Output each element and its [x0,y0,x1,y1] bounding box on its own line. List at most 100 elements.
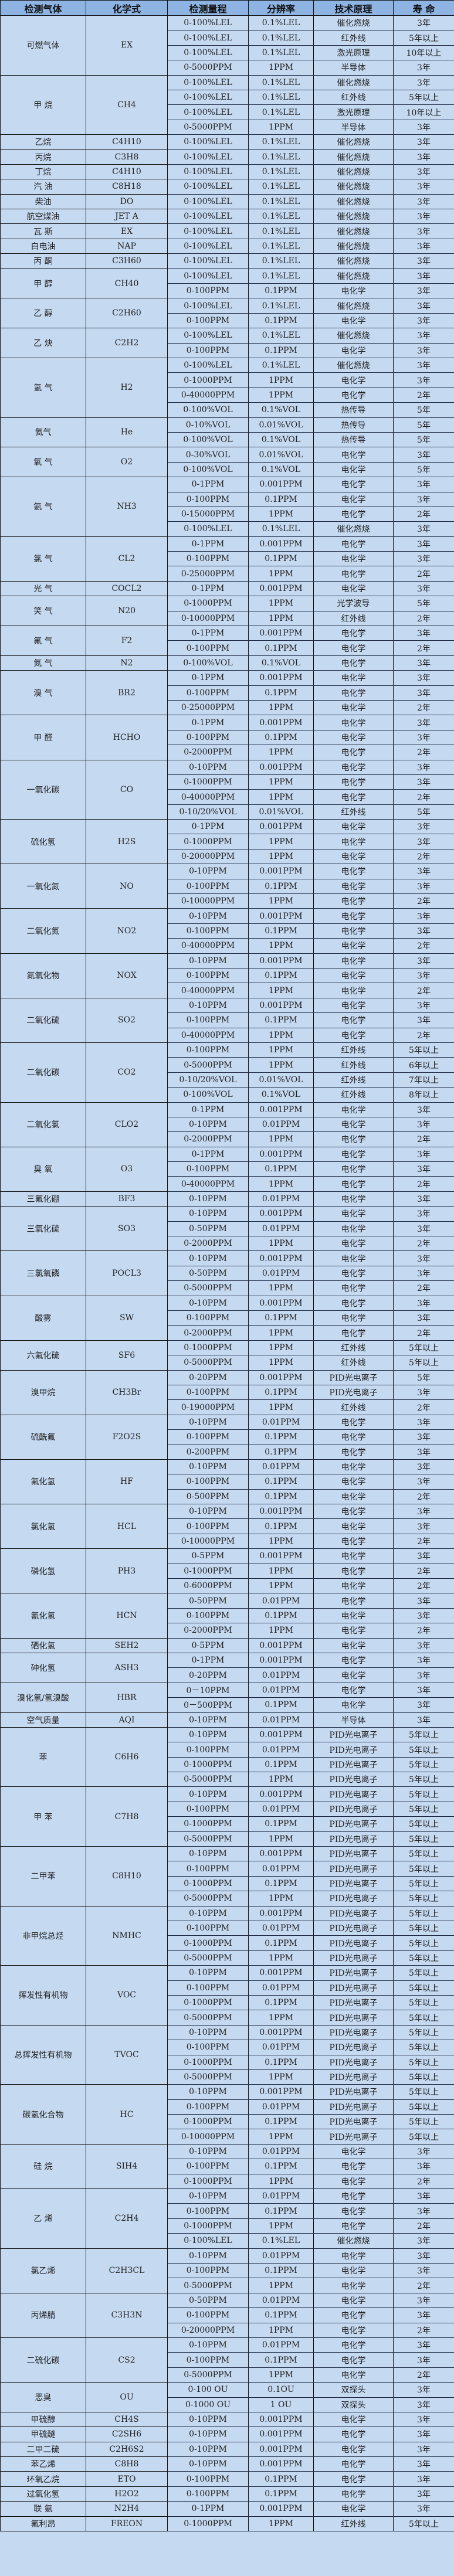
formula-cell: CO [86,759,168,820]
gas-name-cell: 柴油 [0,193,86,210]
lifespan-cell: 3年 [393,2159,454,2174]
lifespan-cell: 3年 [393,164,454,180]
lifespan-cell: 5年 [393,461,454,478]
range-cell: 0-100%LEL [167,2233,249,2249]
resolution-cell: 0.01PPM [248,1712,314,1728]
gas-name-cell: 二硫化碳 [0,2337,86,2383]
formula-cell: C4H10 [86,164,168,180]
formula-cell: ETO [86,2471,168,2487]
principle-cell: PID光电离子 [313,2129,394,2145]
lifespan-cell: 5年以上 [393,1861,454,1877]
range-cell: 0-5000PPM [167,1891,249,1906]
formula-cell: O2 [86,447,168,478]
principle-cell: 电化学 [313,1623,394,1639]
resolution-cell: 0.01PPM [248,2099,314,2115]
principle-cell: 电化学 [313,2159,394,2174]
formula-cell: N20 [86,596,168,627]
principle-cell: 红外线 [313,1087,394,1103]
principle-cell: 电化学 [313,938,394,954]
principle-cell: 电化学 [313,2143,394,2160]
table-row: 0-1000PPM 1PPM 电化学 2年 [1,1563,454,1579]
lifespan-cell: 5年以上 [393,2114,454,2130]
gas-name-cell: 苯 [0,1727,86,1787]
range-cell: 0-100PPM [167,1310,249,1326]
lifespan-cell: 3年 [393,580,454,597]
range-cell: 0-100PPM [167,2099,249,2115]
range-cell: 0-10PPM [167,2024,249,2041]
gas-name-cell: 笑 气 [0,596,86,627]
table-row: 0-100PPM 0.01PPM PID光电离子 5年以上 [1,2099,454,2115]
lifespan-cell: 2年 [393,1399,454,1415]
table-row: 0-100PPM 0.1PPM 电化学 2年 [1,640,454,656]
range-cell: 0-100PPM [167,2486,249,2502]
lifespan-cell: 5年以上 [393,2024,454,2041]
lifespan-cell: 5年以上 [393,2069,454,2085]
lifespan-cell: 3年 [393,1712,454,1728]
principle-cell: 电化学 [313,699,394,716]
lifespan-cell: 3年 [393,715,454,730]
resolution-cell: 0.1%LEL [248,357,314,373]
resolution-cell: 1 OU [248,2397,314,2412]
lifespan-cell: 2年 [393,1280,454,1296]
resolution-cell: 0.01PPM [248,2040,314,2055]
range-cell: 0-10/20%VOL [167,804,249,820]
resolution-cell: 0.1%LEL [248,223,314,239]
resolution-cell: 1PPM [248,610,314,627]
formula-cell: NO2 [86,908,168,954]
gas-name-cell: 过氧化氢 [0,2486,86,2502]
table-row: 二氧化氮 NO2 0-10PPM 0.001PPM 电化学 3年 [0,908,454,954]
table-row: 硫酰氟 F2O2S 0-10PPM 0.01PPM 电化学 3年 [0,1414,454,1460]
principle-cell: 催化燃烧 [313,238,394,254]
range-cell: 0-100%VOL [167,431,249,448]
table-row: 氨 气 NH3 0-1PPM 0.001PPM 电化学 3年 [0,477,454,537]
range-cell: 0-1000PPM [167,1816,249,1832]
gas-name-cell: 氰化氢 [0,1593,86,1639]
formula-cell: HCHO [86,715,168,760]
table-row: 联 氨 N2H4 0-1PPM 0.001PPM 电化学 3年 [0,2501,454,2517]
range-cell: 0-100PPM [167,1801,249,1817]
formula-cell: N2H4 [86,2501,168,2517]
resolution-cell: 0.001PPM [248,997,314,1014]
principle-cell: PID光电离子 [313,2084,394,2100]
table-row: 0-1000PPM 0.1PPM PID光电离子 5年以上 [1,2114,454,2130]
lifespan-cell: 3年 [393,60,454,76]
principle-cell: 电化学 [313,774,394,790]
table-row: 0-100PPM 0.01PPM PID光电离子 5年以上 [1,1801,454,1817]
range-cell: 0-10PPM [167,1965,249,1981]
resolution-cell: 1PPM [248,2367,314,2383]
resolution-cell: 0.001PPM [248,1965,314,1981]
formula-cell: CH4 [86,74,168,135]
principle-cell: PID光电离子 [313,1786,394,1802]
principle-cell: 激光原理 [313,104,394,120]
table-row: 二硫化碳 CS2 0-10PPM 0.01PPM 电化学 3年 [0,2337,454,2383]
lifespan-cell: 3年 [393,2143,454,2160]
range-cell: 0-100PPM [167,342,249,358]
lifespan-cell: 3年 [393,1652,454,1668]
lifespan-cell: 2年 [393,2173,454,2190]
resolution-cell: 0.001PPM [248,536,314,552]
lifespan-cell: 5年以上 [393,2516,454,2532]
table-row: 乙 醇 C2H60 0-100%LEL 0.1%LEL 催化燃烧 3年 [0,298,454,329]
principle-cell: 电化学 [313,1146,394,1163]
resolution-cell: 1PPM [248,1236,314,1252]
resolution-cell: 1PPM [248,1340,314,1356]
range-cell: 0-1000PPM [167,2114,249,2130]
gas-name-cell: 苯乙烯 [0,2456,86,2472]
resolution-cell: 1PPM [248,372,314,388]
range-cell: 0-100PPM [167,1980,249,1996]
formula-cell: SO3 [86,1206,168,1252]
principle-cell: 电化学 [313,1459,394,1475]
principle-cell: 双探头 [313,2397,394,2412]
table-row: 0-10/20%VOL 0.01%VOL 红外线 7年以上 [1,1072,454,1088]
gas-name-cell: 甲 醛 [0,715,86,760]
table-row: 0-100PPM 0.1PPM 电化学 3年 [1,1429,454,1445]
principle-cell: 电化学 [313,2411,394,2428]
lifespan-cell: 5年 [393,402,454,418]
lifespan-cell: 3年 [393,1295,454,1311]
resolution-cell: 0.1PPM [248,878,314,895]
range-cell: 0-10PPM [167,1504,249,1520]
lifespan-cell: 3年 [393,2456,454,2472]
range-cell: 0-10PPM [167,2337,249,2353]
principle-cell: 电化学 [313,1221,394,1237]
formula-cell: JET A [86,209,168,225]
